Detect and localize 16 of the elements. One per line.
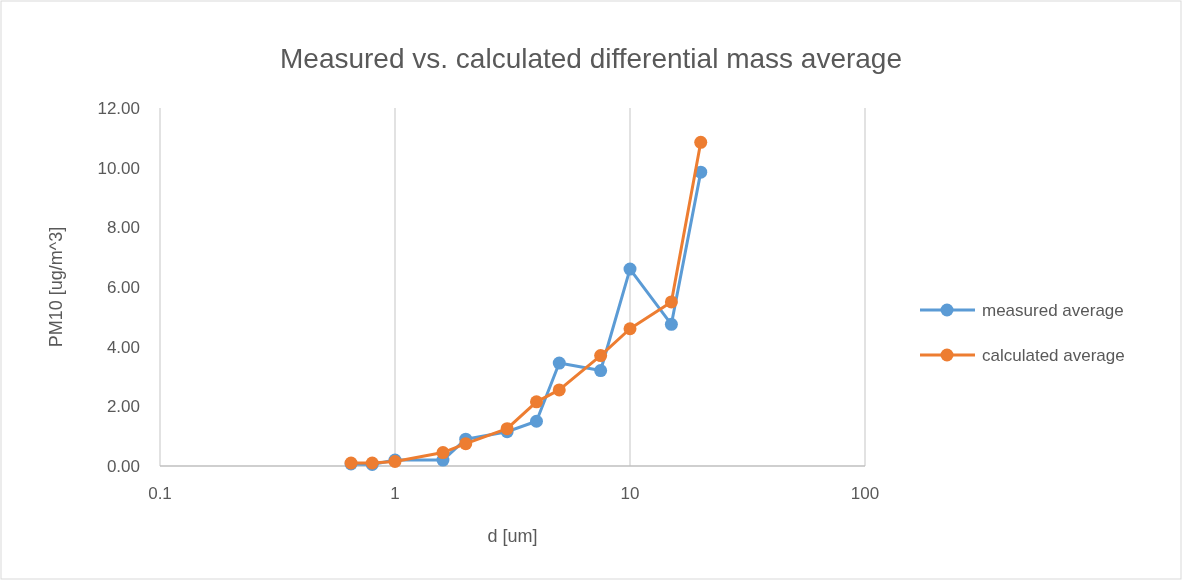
y-tick-label: 2.00 xyxy=(106,397,140,417)
legend-label: calculated average xyxy=(982,346,1125,365)
x-tick-label: 1 xyxy=(390,484,400,503)
chart-title: Measured vs. calculated differential mass average xyxy=(279,43,903,74)
legend-label: measured average xyxy=(982,301,1124,320)
y-tick-label: 0.00 xyxy=(106,457,140,476)
y-tick-label: 6.00 xyxy=(106,278,140,297)
x-axis-title: d [um] xyxy=(487,526,538,546)
x-tick-label: 10 xyxy=(620,484,640,503)
y-axis-title: PM10 [ug/m^3] xyxy=(46,226,66,348)
y-tick-label: 10.00 xyxy=(97,158,140,178)
y-tick-label: 12.00 xyxy=(97,99,140,118)
x-tick-label: 100 xyxy=(850,484,880,503)
y-tick-label: 8.00 xyxy=(106,218,140,238)
x-tick-label: 0.1 xyxy=(148,484,172,503)
y-tick-label: 4.00 xyxy=(106,337,140,357)
